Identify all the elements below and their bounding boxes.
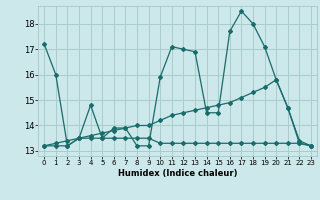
X-axis label: Humidex (Indice chaleur): Humidex (Indice chaleur) bbox=[118, 169, 237, 178]
